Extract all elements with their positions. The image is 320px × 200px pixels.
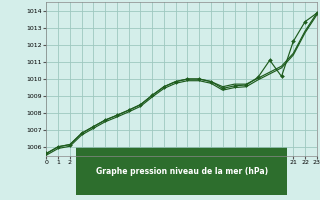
X-axis label: Graphe pression niveau de la mer (hPa): Graphe pression niveau de la mer (hPa) xyxy=(96,167,268,176)
